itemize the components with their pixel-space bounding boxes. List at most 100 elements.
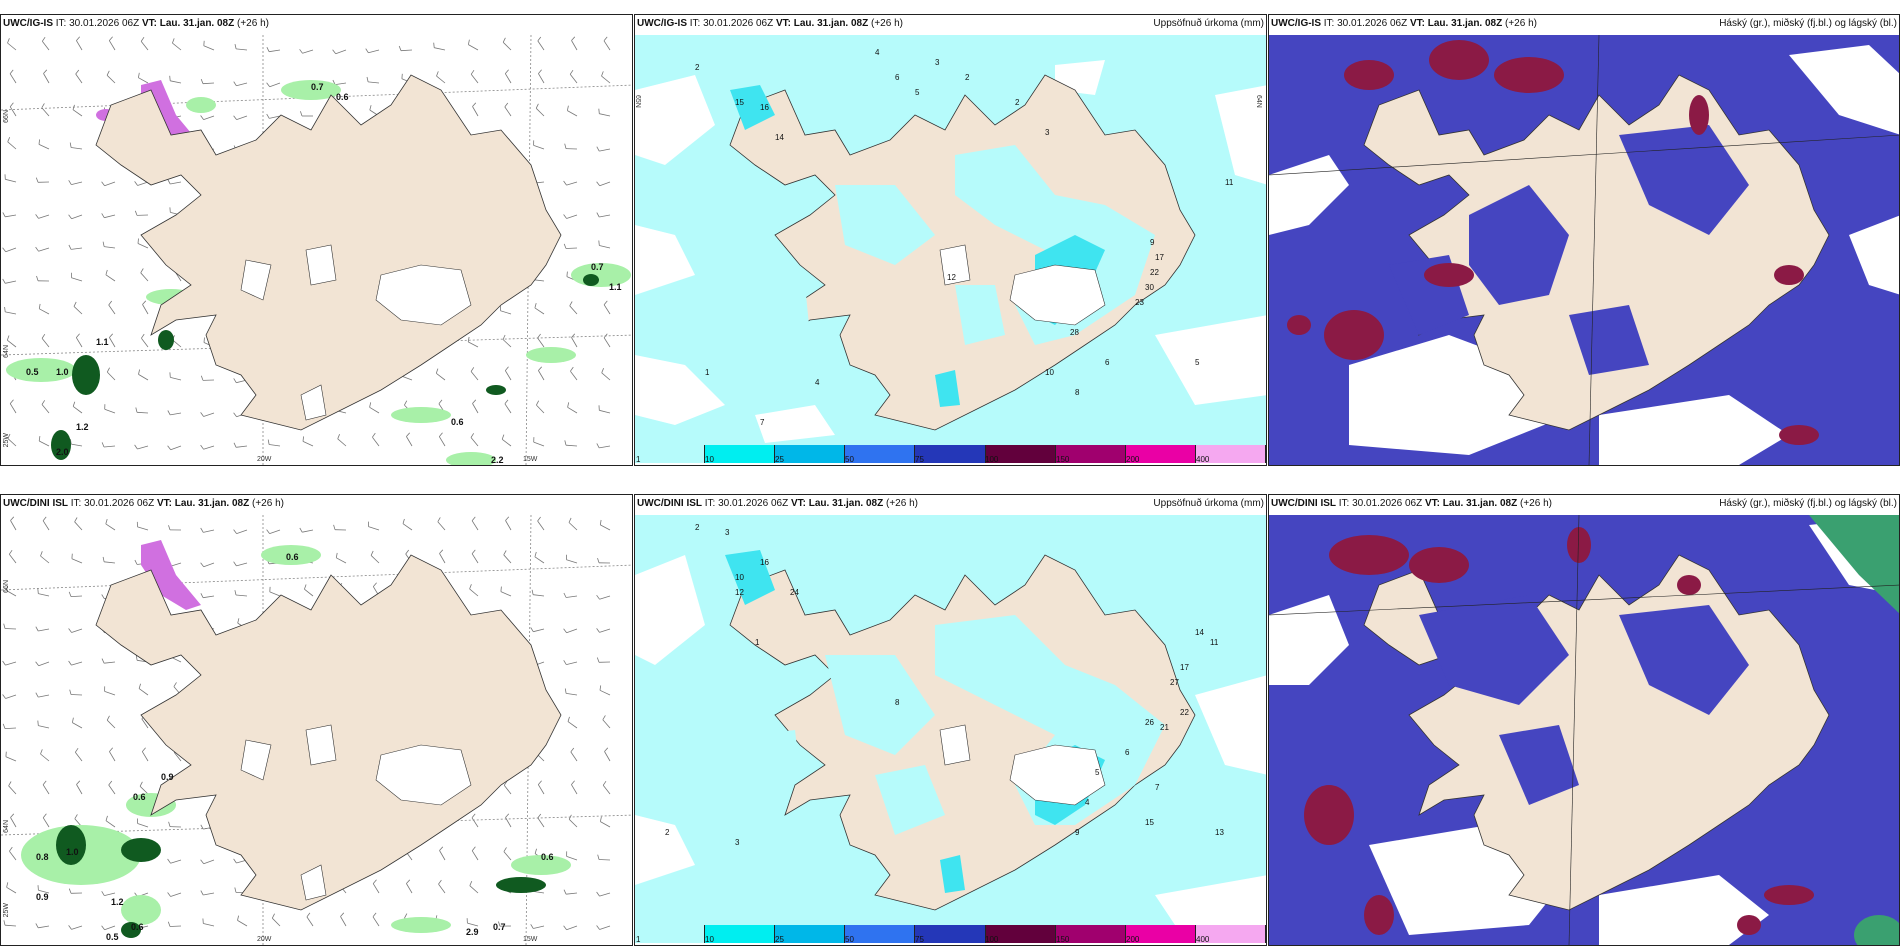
wind-barb-flag	[233, 561, 237, 567]
wind-barb	[533, 441, 545, 447]
wind-barb	[170, 445, 182, 451]
colorbar-seg	[705, 445, 776, 463]
wind-barb	[170, 181, 182, 185]
wind-barb	[335, 82, 347, 85]
wind-barb	[538, 73, 545, 84]
wind-barb	[372, 916, 380, 927]
wind-barb-flag	[563, 925, 567, 930]
wind-barb-flag	[537, 516, 541, 522]
svg-text:0.5: 0.5	[26, 367, 39, 377]
wind-barb	[537, 817, 545, 828]
wind-barb-flag	[498, 921, 501, 927]
svg-text:2: 2	[665, 828, 670, 837]
wind-barb	[602, 719, 611, 729]
wind-barb	[9, 403, 17, 414]
wind-barb	[104, 246, 116, 249]
wind-barb-flag	[68, 628, 72, 633]
dry-areas	[635, 555, 1266, 925]
wind-barb	[7, 438, 17, 447]
precip-value-labels: 2 3 10 16 12 24 14 11 17 22 27 21 26 15 …	[665, 523, 1224, 847]
wind-barb-flag	[6, 585, 8, 591]
wind-barb-flag	[538, 69, 542, 74]
wind-barb	[236, 562, 248, 567]
dry-areas	[635, 60, 1266, 443]
colorbar-seg	[1125, 925, 1196, 943]
wind-barb-flag	[501, 434, 505, 440]
wind-barb-flag	[370, 550, 374, 556]
wind-barb	[104, 561, 116, 564]
wind-barb-flag	[134, 559, 138, 565]
svg-text:5: 5	[1095, 768, 1100, 777]
svg-text:16: 16	[760, 558, 769, 567]
wind-barb	[438, 883, 446, 894]
svg-text:10: 10	[1045, 368, 1054, 377]
wind-barb	[568, 819, 578, 828]
wind-barb-flag	[75, 69, 80, 75]
svg-text:14: 14	[775, 133, 784, 142]
wind-barb-flag	[9, 69, 14, 74]
wind-barb	[599, 113, 611, 117]
wind-barb	[137, 526, 149, 531]
wind-barb	[107, 371, 116, 381]
wind-barb-flag	[596, 443, 600, 449]
wind-barb	[137, 243, 149, 249]
wind-barb-flag	[567, 716, 570, 722]
wind-barb-flag	[169, 75, 171, 81]
wind-barb-flag	[596, 628, 600, 633]
wind-barb-flag	[68, 925, 72, 930]
wind-barb	[599, 892, 611, 897]
svg-text:5: 5	[915, 88, 920, 97]
wind-barb-flag	[135, 407, 138, 413]
colorbar-tick: 400	[1196, 935, 1210, 944]
wind-barb	[41, 41, 50, 51]
wind-barb-flag	[106, 715, 110, 721]
wind-barb	[5, 178, 17, 183]
wind-barb	[566, 661, 578, 665]
wind-barb-flag	[72, 401, 76, 407]
wind-barb	[74, 521, 83, 531]
svg-text:4: 4	[815, 378, 820, 387]
colorbar-ticks: 1 10 25 50 75 100 150 200 400	[635, 935, 1266, 945]
colorbar-tick: 75	[915, 455, 924, 464]
wind-barb	[9, 850, 17, 861]
wind-barb-flag	[233, 378, 237, 383]
panel-header: UWC/IG-IS IT: 30.01.2026 06Z VT: Lau. 31…	[1271, 18, 1897, 29]
colorbar-seg	[915, 445, 986, 463]
svg-text:23: 23	[1135, 298, 1144, 307]
wind-barb	[566, 693, 578, 696]
wind-barb	[505, 520, 512, 531]
wind-barb	[368, 49, 380, 54]
wind-barb-flag	[139, 781, 143, 787]
wind-map: 0.7 0.6 0.5 1.0 1.1 1.2 2.0 0.6 2.2 0.7 …	[1, 35, 632, 465]
wind-barb-flag	[237, 618, 240, 624]
wind-barb-flag	[563, 889, 567, 895]
wind-barb-flag	[105, 269, 108, 275]
wind-barb-flag	[398, 45, 402, 51]
lat-label-65: 65N	[634, 95, 641, 108]
svg-text:2: 2	[1015, 98, 1020, 107]
wind-barb	[269, 49, 281, 53]
wind-barb	[237, 920, 248, 927]
svg-text:0.7: 0.7	[311, 82, 324, 92]
wind-barb-flag	[203, 337, 205, 343]
colorbar-tick: 200	[1126, 935, 1140, 944]
wind-barb	[72, 722, 83, 729]
wind-barb	[604, 751, 611, 762]
lat-label-66: 66N	[3, 110, 10, 123]
wind-barb	[534, 556, 545, 564]
wind-barb-flag	[167, 410, 171, 416]
svg-text:7: 7	[1155, 783, 1160, 792]
cloud-title: Háský (gr.), miðský (fj.bl.) og lágský (…	[1719, 498, 1897, 509]
wind-barb-flag	[599, 519, 602, 525]
svg-text:0.6: 0.6	[286, 552, 299, 562]
wind-value-labels: 0.7 0.6 0.5 1.0 1.1 1.2 2.0 0.6 2.2 0.7 …	[26, 82, 622, 465]
wind-barb-flag	[200, 562, 205, 567]
wind-barb	[38, 628, 50, 632]
colorbar-seg	[845, 925, 916, 943]
wind-barb-flag	[471, 516, 476, 521]
wind-barb-flag	[596, 657, 600, 663]
wind-barb	[104, 214, 116, 219]
wind-barb-flag	[101, 442, 105, 448]
wind-barb-flag	[604, 747, 609, 752]
wind-barb	[269, 444, 281, 447]
